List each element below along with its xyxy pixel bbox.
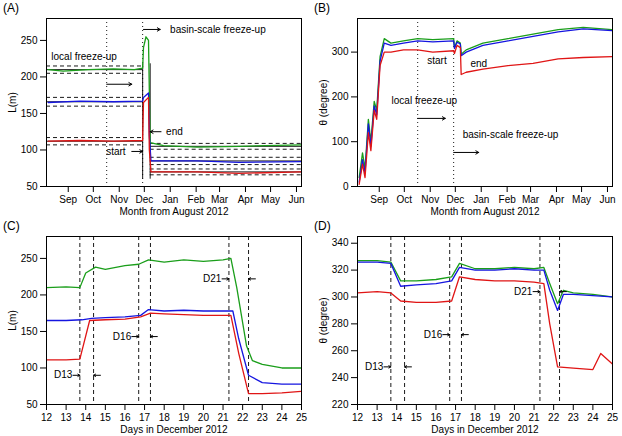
svg-text:Days in December 2012: Days in December 2012 <box>431 424 539 435</box>
svg-text:25: 25 <box>607 412 619 423</box>
svg-text:320: 320 <box>332 264 349 275</box>
svg-text:Sep: Sep <box>59 194 77 205</box>
svg-text:13: 13 <box>372 412 384 423</box>
svg-text:22: 22 <box>548 412 560 423</box>
svg-text:D13: D13 <box>365 361 384 372</box>
svg-text:D13: D13 <box>54 369 73 380</box>
svg-text:basin-scale freeze-up: basin-scale freeze-up <box>463 129 559 140</box>
svg-text:250: 250 <box>21 35 38 46</box>
svg-text:Jan: Jan <box>473 194 489 205</box>
svg-text:16: 16 <box>430 412 442 423</box>
svg-text:Month from August 2012: Month from August 2012 <box>120 206 229 217</box>
svg-text:21: 21 <box>528 412 540 423</box>
svg-text:18: 18 <box>470 412 482 423</box>
svg-text:17: 17 <box>139 412 151 423</box>
svg-text:L(m): L(m) <box>7 92 18 113</box>
svg-text:20: 20 <box>509 412 521 423</box>
svg-text:22: 22 <box>237 412 249 423</box>
svg-text:12: 12 <box>352 412 364 423</box>
svg-text:L(m): L(m) <box>7 310 18 331</box>
svg-text:18: 18 <box>159 412 171 423</box>
svg-text:150: 150 <box>21 108 38 119</box>
svg-text:Mar: Mar <box>522 194 540 205</box>
svg-text:local freeze-up: local freeze-up <box>392 95 458 106</box>
svg-text:19: 19 <box>178 412 190 423</box>
svg-text:200: 200 <box>21 71 38 82</box>
svg-text:13: 13 <box>61 412 73 423</box>
svg-text:21: 21 <box>217 412 229 423</box>
svg-text:local freeze-up: local freeze-up <box>51 51 117 62</box>
svg-text:280: 280 <box>332 318 349 329</box>
svg-text:Nov: Nov <box>421 194 439 205</box>
svg-text:end: end <box>166 126 183 137</box>
svg-text:300: 300 <box>332 291 349 302</box>
svg-text:23: 23 <box>257 412 269 423</box>
html-text:(D): (D) <box>314 219 331 233</box>
svg-text:Days in December 2012: Days in December 2012 <box>120 424 228 435</box>
svg-text:14: 14 <box>80 412 92 423</box>
svg-text:300: 300 <box>332 46 349 57</box>
svg-text:Oct: Oct <box>397 194 413 205</box>
svg-text:end: end <box>470 58 487 69</box>
svg-text:Dec: Dec <box>446 194 464 205</box>
svg-text:50: 50 <box>26 399 38 410</box>
svg-text:15: 15 <box>100 412 112 423</box>
svg-text:150: 150 <box>21 326 38 337</box>
html-text:(C): (C) <box>3 219 20 233</box>
svg-text:100: 100 <box>21 144 38 155</box>
svg-text:Jun: Jun <box>288 194 304 205</box>
svg-text:200: 200 <box>21 289 38 300</box>
svg-text:May: May <box>261 194 280 205</box>
svg-text:14: 14 <box>391 412 403 423</box>
svg-text:23: 23 <box>568 412 580 423</box>
svg-text:340: 340 <box>332 237 349 248</box>
svg-text:θ (degree): θ (degree) <box>318 297 329 343</box>
svg-text:220: 220 <box>332 399 349 410</box>
svg-text:240: 240 <box>332 372 349 383</box>
svg-text:start: start <box>106 146 126 157</box>
svg-text:19: 19 <box>489 412 501 423</box>
svg-text:Jan: Jan <box>162 194 178 205</box>
svg-text:16: 16 <box>119 412 131 423</box>
svg-text:15: 15 <box>411 412 423 423</box>
svg-text:Mar: Mar <box>211 194 229 205</box>
svg-text:260: 260 <box>332 345 349 356</box>
svg-text:100: 100 <box>21 362 38 373</box>
svg-text:17: 17 <box>450 412 462 423</box>
svg-text:12: 12 <box>41 412 53 423</box>
svg-text:θ (degree): θ (degree) <box>318 79 329 125</box>
svg-text:start: start <box>427 55 447 66</box>
svg-text:20: 20 <box>198 412 210 423</box>
svg-text:25: 25 <box>296 412 308 423</box>
svg-text:Sep: Sep <box>370 194 388 205</box>
svg-text:D16: D16 <box>424 329 443 340</box>
svg-text:Month from August 2012: Month from August 2012 <box>431 206 540 217</box>
svg-text:D16: D16 <box>113 331 132 342</box>
svg-text:Oct: Oct <box>86 194 102 205</box>
svg-text:D21: D21 <box>203 273 222 284</box>
svg-text:250: 250 <box>21 253 38 264</box>
svg-text:Jun: Jun <box>599 194 615 205</box>
svg-text:24: 24 <box>276 412 288 423</box>
svg-text:0: 0 <box>343 181 349 192</box>
svg-text:Feb: Feb <box>188 194 206 205</box>
svg-text:50: 50 <box>26 181 38 192</box>
svg-text:Dec: Dec <box>135 194 153 205</box>
svg-text:200: 200 <box>332 91 349 102</box>
html-text:(A): (A) <box>3 1 19 15</box>
svg-text:May: May <box>572 194 591 205</box>
svg-text:Apr: Apr <box>549 194 565 205</box>
html-text:(B): (B) <box>314 1 330 15</box>
svg-text:D21: D21 <box>514 286 533 297</box>
svg-text:100: 100 <box>332 136 349 147</box>
svg-text:24: 24 <box>587 412 599 423</box>
svg-text:Apr: Apr <box>238 194 254 205</box>
svg-text:basin-scale freeze-up: basin-scale freeze-up <box>170 24 266 35</box>
svg-text:Nov: Nov <box>110 194 128 205</box>
svg-text:Feb: Feb <box>499 194 517 205</box>
